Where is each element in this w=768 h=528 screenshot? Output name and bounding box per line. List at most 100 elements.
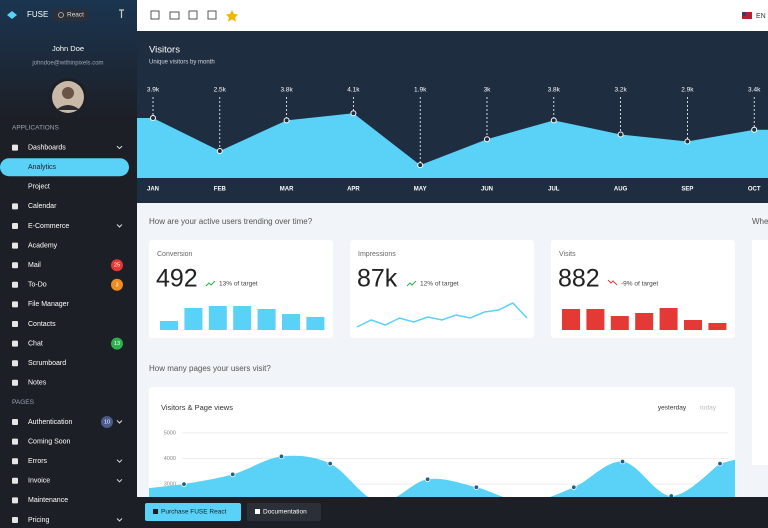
card-bar (586, 309, 605, 330)
nav-icon (12, 203, 18, 210)
nav-item[interactable]: Authentication (28, 419, 72, 426)
side-card (752, 240, 768, 465)
nav-icon (12, 144, 18, 151)
nav-item[interactable]: Scrumboard (28, 360, 66, 367)
card-bar (233, 306, 252, 330)
nav-item[interactable]: Dashboards (28, 144, 66, 151)
visitors-point (216, 148, 223, 154)
nav-expand-arrow (116, 518, 123, 522)
pages-point (473, 484, 480, 490)
nav-icon (12, 360, 18, 367)
brand-badge: React (67, 12, 84, 19)
card-value: 882 (558, 265, 600, 293)
footer (137, 497, 768, 528)
nav-expand-arrow (116, 145, 123, 150)
value-label: 4.1k (347, 87, 360, 94)
stat-card (350, 240, 534, 338)
nav-item[interactable]: Pricing (28, 517, 50, 524)
y-tick-label: 4000 (164, 456, 176, 462)
card-bar (282, 314, 300, 330)
card-bar (659, 308, 678, 330)
card-bar (610, 316, 629, 330)
nav-badge: 13 (114, 341, 120, 347)
nav-item[interactable]: Contacts (28, 321, 56, 328)
visitors-point (684, 138, 691, 145)
nav-badge-bg (111, 337, 123, 350)
card-bar (306, 317, 325, 330)
nav-section-title: PAGES (12, 399, 35, 406)
nav-badge-bg (101, 416, 113, 428)
card-bar (160, 321, 178, 330)
nav-item[interactable]: Errors (28, 458, 48, 465)
user-name: John Doe (52, 44, 84, 53)
card-bar (257, 309, 276, 330)
card-bar (562, 309, 580, 330)
month-label: JAN (147, 187, 159, 193)
avatar-body (56, 105, 80, 110)
month-label: SEP (681, 187, 693, 193)
trend-icon (607, 279, 618, 286)
nav-item[interactable]: Invoice (28, 478, 50, 485)
pages-point (571, 484, 577, 490)
month-label: MAR (280, 187, 294, 193)
value-label: 1.9k (414, 87, 427, 94)
nav-item[interactable]: Chat (28, 340, 43, 347)
chart-tab[interactable]: yesterday (658, 405, 687, 412)
footer-button-label[interactable]: Documentation (263, 509, 307, 516)
pin-icon[interactable] (119, 9, 124, 18)
nav-item[interactable]: Calendar (28, 203, 57, 210)
nav-active (0, 158, 129, 177)
visitors-subtitle: Unique visitors by month (149, 60, 215, 66)
nav-item[interactable]: Academy (28, 242, 58, 249)
nav-expand-arrow (116, 459, 123, 463)
nav-icon (12, 497, 18, 504)
footer-button[interactable] (247, 503, 321, 521)
nav-item[interactable]: Mail (28, 262, 41, 269)
value-label: 2.5k (214, 87, 227, 94)
trend-icon (406, 280, 417, 287)
contacts-shortcut[interactable] (188, 10, 198, 20)
value-label: 3.8k (548, 87, 561, 94)
footer-button[interactable] (145, 503, 241, 521)
flag-canton (742, 12, 746, 16)
nav-item[interactable]: Project (28, 184, 50, 191)
visitors-point (150, 114, 156, 121)
card-change: 13% of target (219, 281, 258, 288)
nav-item[interactable]: File Manager (28, 301, 70, 308)
footer-button-label[interactable]: Purchase FUSE React (161, 509, 227, 516)
nav-section-title: APPLICATIONS (12, 125, 60, 132)
card-change: -9% of target (621, 281, 658, 288)
nav-expand-arrow (116, 420, 123, 424)
nav-item[interactable]: Maintenance (28, 497, 68, 504)
card-value: 492 (156, 265, 198, 293)
nav-icon (12, 262, 18, 269)
card-title: Visits (559, 251, 576, 258)
nav-item[interactable]: E-Commerce (28, 223, 69, 230)
mail-shortcut[interactable] (169, 11, 180, 20)
chart-tab[interactable]: today (700, 405, 717, 412)
pages-title: Visitors & Page views (161, 403, 233, 412)
nav-icon (12, 281, 18, 288)
visitors-point (550, 117, 557, 124)
nav-item[interactable]: Coming Soon (28, 438, 71, 445)
nav-icon (12, 477, 18, 484)
value-label: 3.2k (614, 87, 627, 94)
calendar-shortcut[interactable] (150, 10, 160, 20)
nav-item[interactable]: To-Do (28, 282, 47, 289)
button-icon (153, 509, 158, 514)
avatar-face (62, 87, 74, 99)
nav-icon (12, 301, 18, 308)
value-label: 3.8k (280, 87, 293, 94)
month-label: MAY (414, 187, 427, 193)
side-heading: Whe (752, 217, 768, 226)
todo-shortcut[interactable] (207, 10, 217, 20)
card-title: Impressions (358, 251, 396, 258)
nav-item[interactable]: Analytics (28, 164, 57, 171)
nav-item[interactable]: Notes (28, 380, 47, 387)
nav-icon (12, 517, 18, 523)
month-band (137, 178, 768, 203)
favorite-star[interactable] (226, 10, 238, 22)
nav-icon (12, 340, 18, 347)
language[interactable]: EN (756, 13, 766, 20)
